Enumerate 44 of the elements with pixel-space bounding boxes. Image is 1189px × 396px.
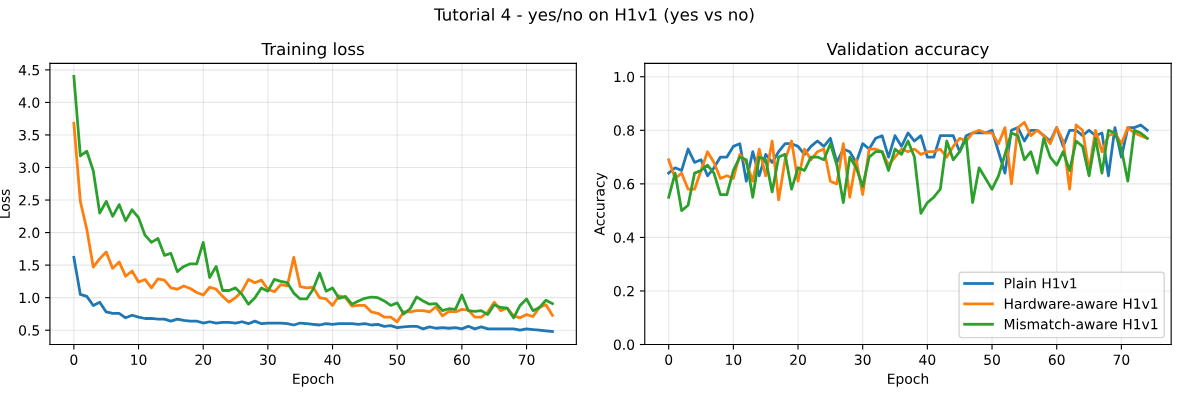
chart-title: Training loss [261,42,364,59]
legend-label: Plain H1v1 [1004,277,1077,289]
y-axis-title: Accuracy [594,172,608,236]
x-tick-label: 20 [195,354,212,365]
y-tick-label: 4.5 [18,65,39,76]
line-series [72,255,554,333]
x-tick-label: 50 [389,354,406,365]
x-tick-label: 0 [665,354,673,365]
y-tick-label: 4.0 [18,97,40,108]
x-axis-title: Epoch [293,373,334,387]
x-tick-label: 50 [984,354,1000,365]
y-tick-label: 1.0 [19,292,40,304]
y-tick-label: 3.5 [19,129,39,141]
line-series [667,128,1149,215]
x-tick-label: 30 [260,354,276,365]
legend-label: Hardware-aware H1v1 [1004,298,1158,309]
y-tick-label: 3.0 [19,162,40,173]
line-series [72,74,554,320]
y-tick-label: 0.5 [19,325,39,336]
y-tick-label: 2.5 [19,195,39,206]
y-tick-label: 0.4 [613,232,635,243]
text: Tutorial 4 - yes/no on H1v1 (yes vs no) [433,7,754,25]
x-tick-label: 70 [1113,354,1130,365]
x-tick-label: 20 [790,354,806,365]
x-tick-label: 60 [454,354,470,365]
y-tick-label: 1.0 [614,71,635,83]
y-tick-label: 0.2 [613,285,634,297]
y-tick-label: 0.8 [613,125,635,136]
x-tick-label: 30 [854,354,871,365]
y-tick-label: 2.0 [19,227,40,239]
y-tick-label: 0.6 [613,178,635,190]
x-tick-label: 0 [70,354,78,365]
y-tick-label: 1.5 [19,260,39,271]
x-tick-label: 10 [726,354,742,365]
y-tick-label: 0.0 [613,339,635,350]
x-tick-label: 70 [518,354,535,365]
x-tick-label: 40 [919,354,936,365]
x-tick-label: 60 [1048,354,1065,365]
x-tick-label: 40 [324,354,341,365]
x-tick-label: 10 [131,354,147,365]
y-axis-title: Loss [0,189,10,218]
x-axis-title: Epoch [888,373,929,387]
legend-label: Mismatch-aware H1v1 [1004,318,1158,330]
chart-title: Validation accuracy [826,42,989,59]
